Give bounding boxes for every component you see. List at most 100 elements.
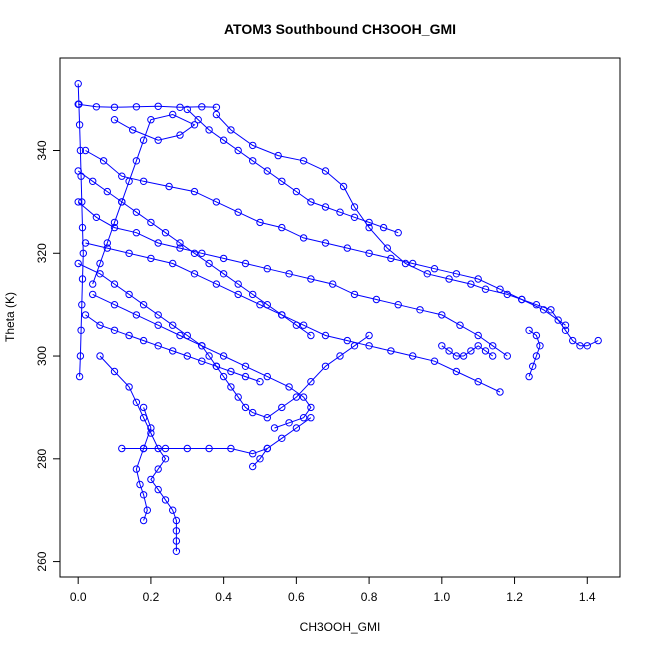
data-point (343, 244, 351, 252)
data-point (339, 182, 348, 191)
data-point (234, 290, 242, 299)
data-point (74, 198, 82, 206)
series-line (85, 314, 261, 383)
data-point (365, 223, 373, 232)
data-point (172, 547, 181, 555)
data-point (525, 372, 533, 381)
data-point (241, 362, 250, 370)
data-point (489, 342, 497, 350)
data-point (154, 485, 162, 494)
data-point (241, 403, 250, 412)
data-point (496, 285, 504, 293)
data-point (263, 372, 271, 381)
series-13 (183, 105, 402, 237)
data-point (139, 336, 148, 345)
data-point (169, 506, 177, 514)
plot-area (74, 80, 602, 555)
data-point (183, 352, 192, 360)
data-point (372, 295, 381, 304)
data-point (139, 491, 148, 499)
data-point (219, 352, 228, 360)
data-point (118, 172, 126, 180)
data-point (96, 270, 104, 278)
data-point (147, 424, 155, 432)
data-point (394, 229, 402, 237)
data-point (321, 331, 330, 340)
data-point (241, 372, 250, 381)
data-point (219, 254, 228, 263)
data-point (96, 259, 104, 268)
data-point (110, 103, 119, 112)
data-point (569, 336, 577, 345)
data-point (139, 301, 148, 309)
data-point (532, 331, 541, 340)
x-tick-label: 1.2 (506, 590, 523, 604)
data-point (198, 249, 206, 258)
x-tick-label: 1.4 (579, 590, 596, 604)
series-6 (81, 239, 504, 396)
data-point (249, 462, 257, 471)
series-line (77, 83, 84, 377)
data-point (96, 321, 104, 329)
data-point (379, 223, 388, 232)
data-point (474, 342, 482, 350)
data-point (125, 177, 133, 186)
data-point (365, 249, 373, 258)
data-point (365, 331, 373, 340)
data-point (74, 167, 82, 175)
data-point (219, 270, 228, 278)
data-point (154, 321, 162, 329)
series-2 (212, 110, 602, 350)
data-point (139, 177, 148, 186)
data-point (132, 311, 141, 319)
data-point (147, 218, 155, 227)
data-point (205, 126, 213, 134)
data-point (154, 342, 162, 350)
data-point (547, 306, 555, 314)
data-point (154, 465, 162, 473)
data-point (118, 198, 126, 206)
data-point (132, 398, 141, 406)
data-point (96, 352, 104, 360)
data-point (481, 347, 490, 355)
data-point (89, 177, 97, 186)
data-point (76, 352, 85, 360)
data-point (147, 116, 155, 124)
data-point (278, 177, 286, 186)
data-point (256, 378, 264, 386)
data-point (89, 290, 97, 299)
data-point (292, 393, 301, 401)
data-point (205, 352, 213, 360)
data-point (190, 121, 199, 129)
data-point (423, 270, 431, 278)
data-point (161, 444, 170, 453)
data-point (234, 208, 242, 216)
data-point (489, 352, 497, 360)
data-point (456, 321, 464, 329)
series-line (135, 407, 152, 521)
data-point (256, 301, 264, 309)
series-8 (96, 352, 181, 555)
data-point (78, 301, 86, 309)
data-point (321, 167, 330, 175)
series-5 (89, 110, 199, 288)
data-point (350, 290, 359, 299)
data-point (285, 419, 293, 427)
data-point (183, 444, 192, 453)
y-tick-label: 320 (35, 243, 49, 263)
data-point (212, 362, 221, 370)
data-point (561, 321, 570, 329)
data-point (176, 131, 184, 139)
data-point (518, 295, 526, 304)
series-16 (525, 326, 544, 381)
data-point (383, 244, 391, 252)
data-point (190, 187, 199, 196)
chart-title: ATOM3 Southbound CH3OOH_GMI (224, 21, 456, 37)
data-point (438, 342, 446, 350)
data-point (227, 367, 235, 376)
data-point (183, 105, 192, 114)
data-point (110, 301, 119, 309)
data-point (172, 527, 181, 535)
data-point (532, 352, 541, 360)
